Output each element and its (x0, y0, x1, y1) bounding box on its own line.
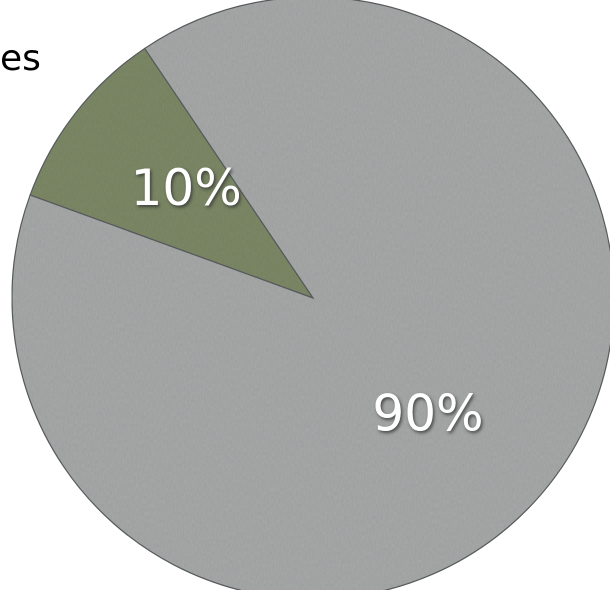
pie-labels: 10% 90% (131, 159, 484, 443)
pie-slice-1 (29, 47, 315, 300)
pie-slice-label-1: 10% (131, 159, 242, 217)
pie-slice-2 (11, 0, 610, 590)
chart-title-fragment: es (0, 38, 41, 79)
pie-slice-label-2: 90% (372, 385, 483, 443)
pie-slices (11, 0, 610, 590)
